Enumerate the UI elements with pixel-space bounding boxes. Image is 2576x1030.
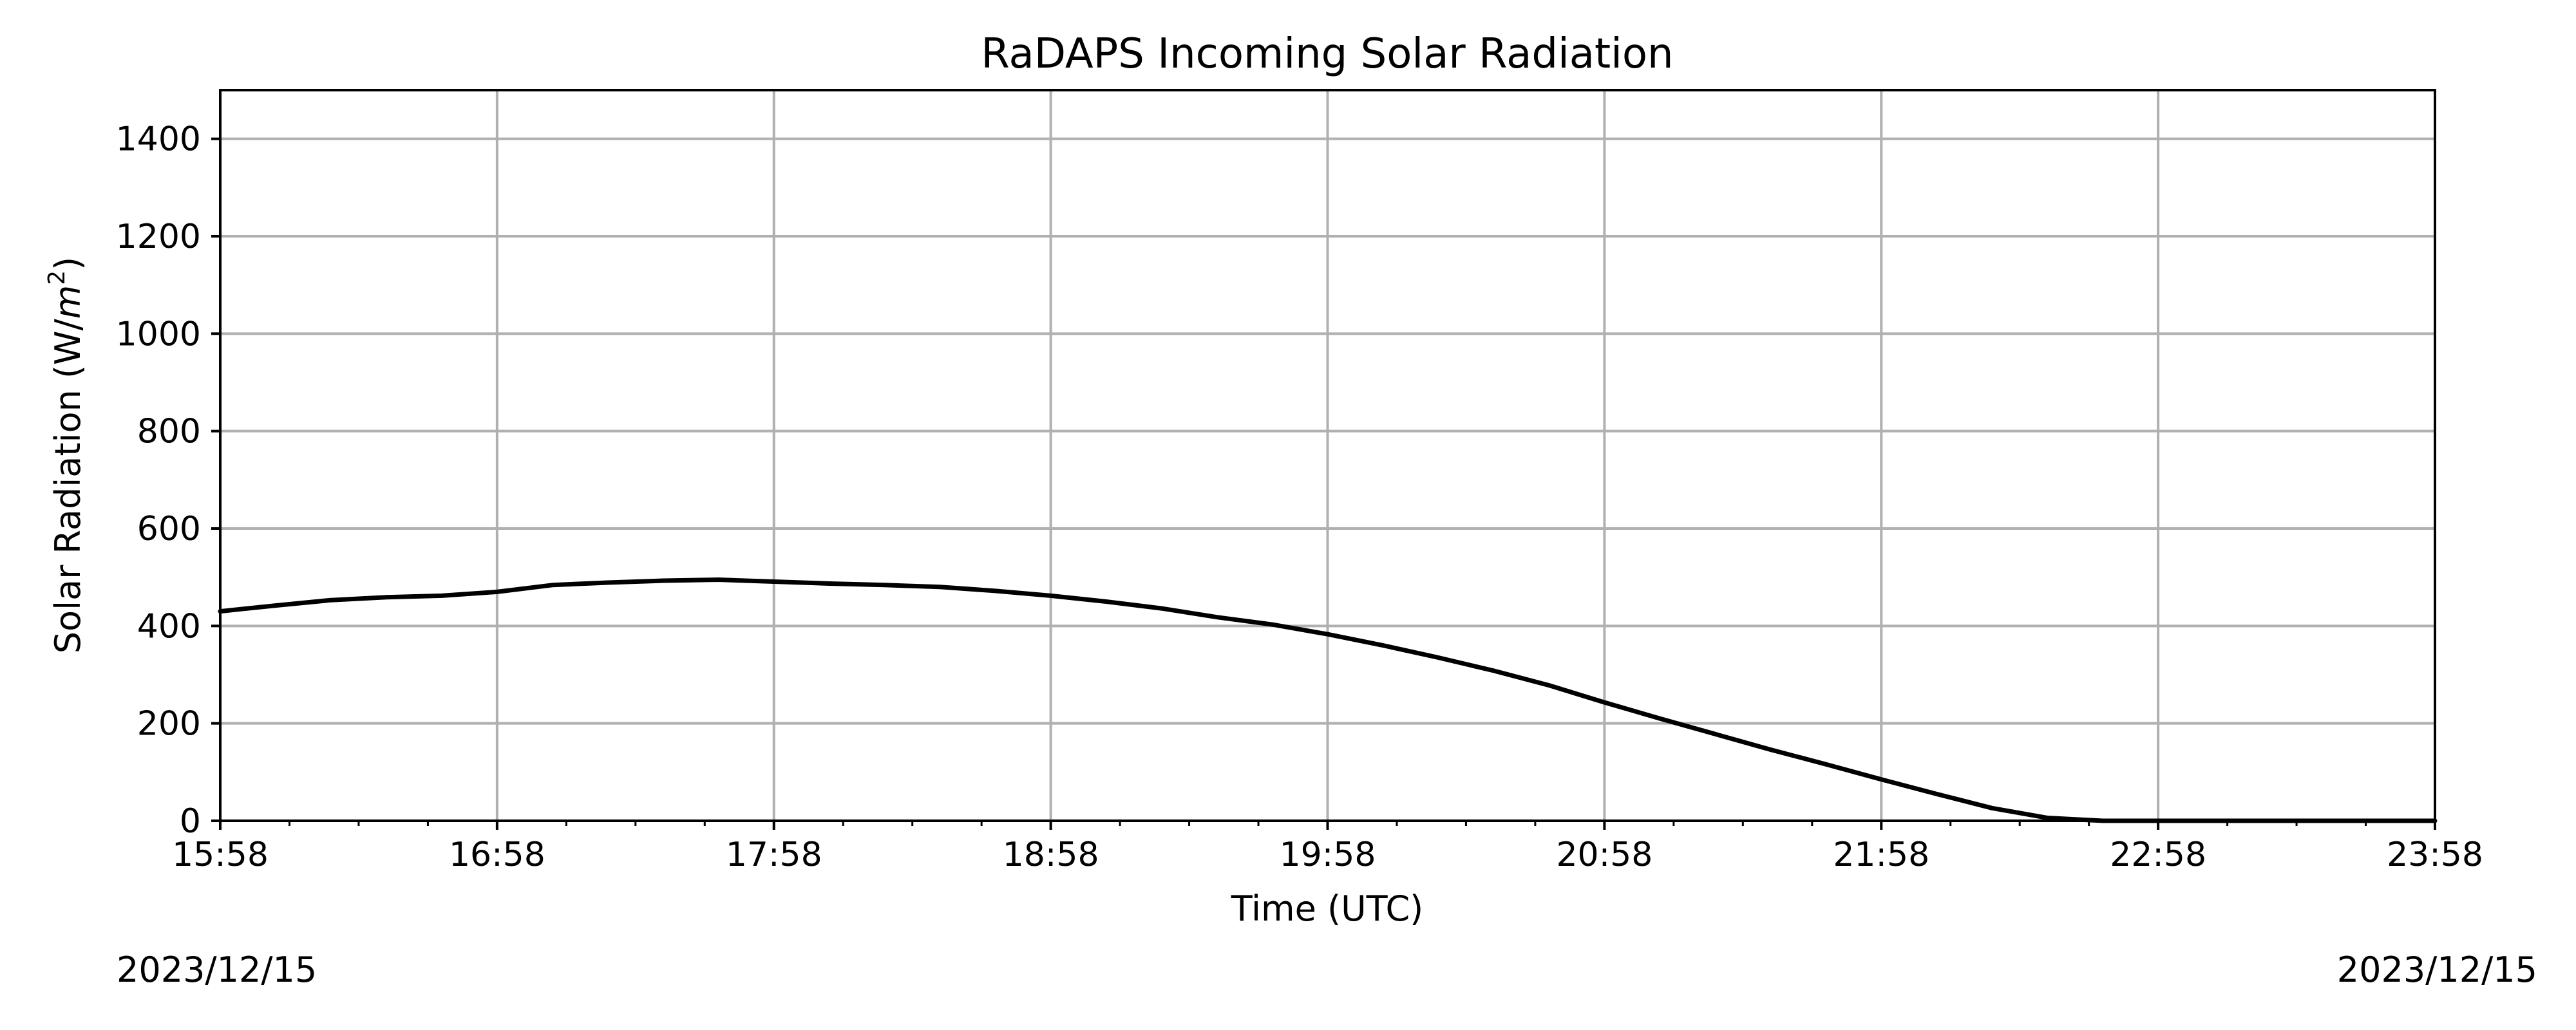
y-tick-label: 1200 — [116, 218, 201, 256]
y-tick-label: 800 — [137, 413, 201, 451]
x-axis-label: Time (UTC) — [1231, 888, 1424, 929]
y-axis-label: Solar Radiation (W/m2) — [44, 257, 88, 653]
y-axis-ticks: 0 200 400 600 800 1000 1200 1400 — [116, 120, 220, 841]
y-tick-label: 1000 — [116, 315, 201, 353]
x-tick-label: 21:58 — [1833, 836, 1929, 874]
x-tick-label: 18:58 — [1003, 836, 1099, 874]
x-tick-label: 19:58 — [1280, 836, 1376, 874]
y-tick-label: 1400 — [116, 120, 201, 159]
y-axis-label-main: Solar Radiation (W/ — [48, 319, 88, 654]
x-tick-label: 15:58 — [172, 836, 269, 874]
x-tick-label: 17:58 — [726, 836, 822, 874]
x-tick-label: 22:58 — [2110, 836, 2206, 874]
chart-title: RaDAPS Incoming Solar Radiation — [981, 30, 1673, 78]
end-date-label: 2023/12/15 — [2337, 950, 2537, 990]
solar-radiation-line — [218, 577, 2438, 823]
data-series — [218, 577, 2438, 823]
x-tick-label: 16:58 — [449, 836, 545, 874]
y-tick-label: 200 — [137, 705, 201, 744]
y-tick-label: 400 — [137, 607, 201, 646]
x-axis-ticks: 15:58 16:58 17:58 18:58 19:58 20:58 21:58 22:58… — [172, 821, 2483, 874]
y-axis-label-superscript: 2 — [44, 270, 70, 285]
x-tick-label: 23:58 — [2387, 836, 2483, 874]
start-date-label: 2023/12/15 — [117, 950, 317, 990]
y-tick-label: 0 — [180, 802, 201, 841]
y-axis-label-close: ) — [48, 257, 88, 270]
x-tick-label: 20:58 — [1556, 836, 1653, 874]
grid-lines — [219, 90, 2436, 822]
y-axis-label-unit: m — [48, 285, 88, 319]
y-tick-label: 600 — [137, 510, 201, 548]
